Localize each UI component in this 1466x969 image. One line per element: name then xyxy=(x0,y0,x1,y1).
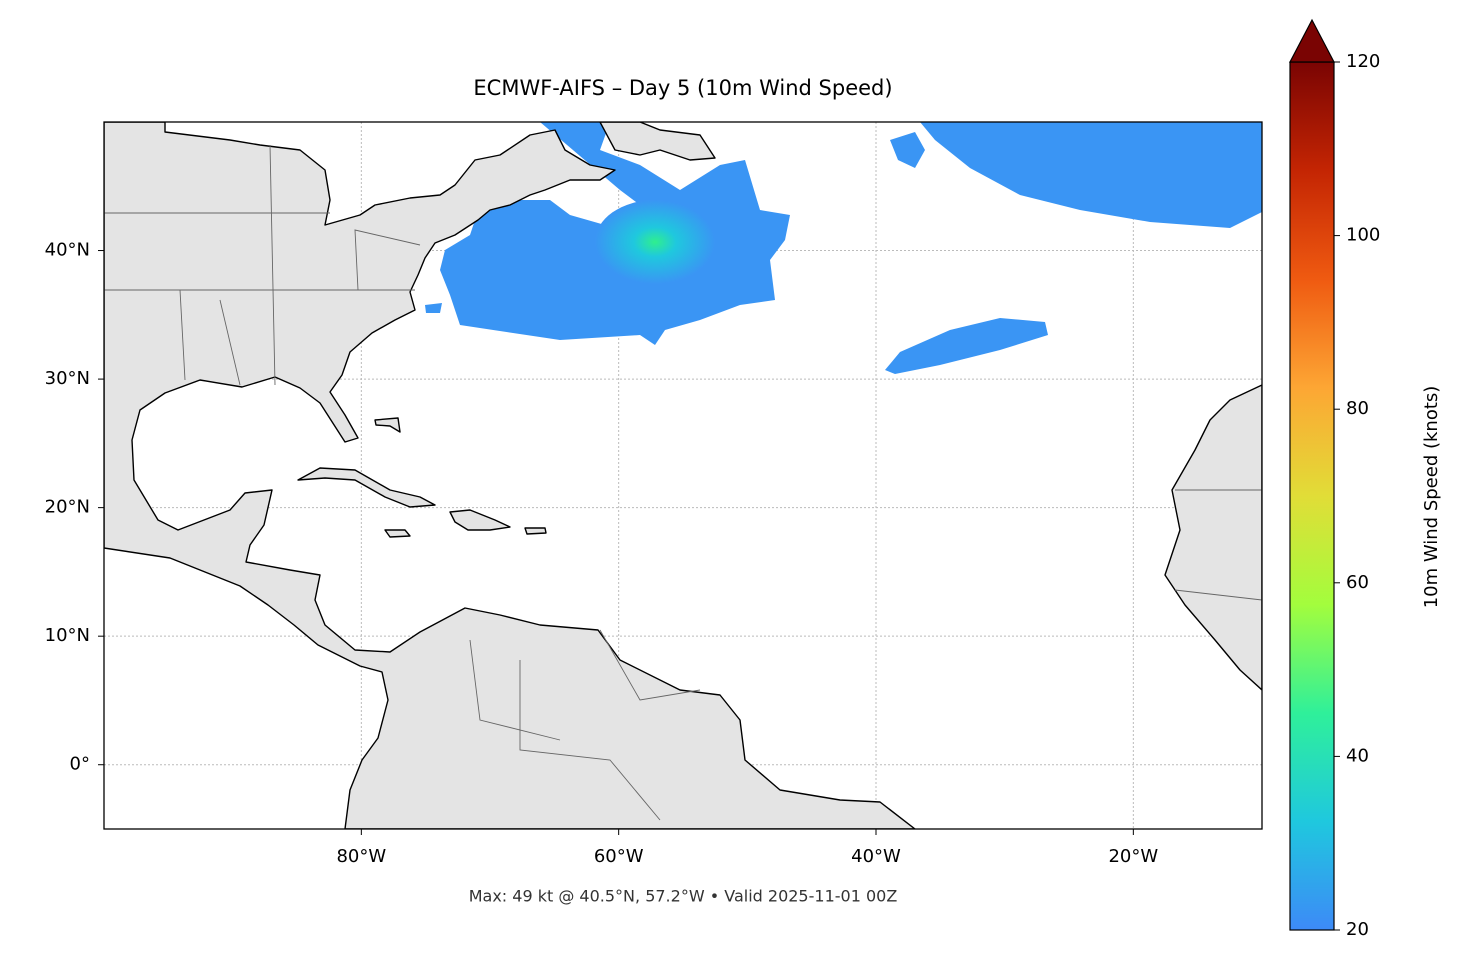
wind-max xyxy=(595,200,715,284)
colorbar-tick-label: 120 xyxy=(1346,51,1380,72)
land xyxy=(374,417,401,433)
land xyxy=(1164,384,1262,691)
x-tick-label: 60°W xyxy=(594,846,644,867)
colorbar xyxy=(1289,61,1335,931)
colorbar-tick-label: 80 xyxy=(1346,398,1369,419)
land xyxy=(524,527,547,535)
land xyxy=(599,122,716,161)
y-tick-label: 40°N xyxy=(45,240,90,261)
y-tick-label: 10°N xyxy=(45,625,90,646)
y-tick-label: 0° xyxy=(70,754,90,775)
wind-area xyxy=(890,132,925,168)
land xyxy=(449,509,511,531)
colorbar-extend xyxy=(1289,18,1335,63)
border xyxy=(104,144,1262,821)
x-tick-label: 40°W xyxy=(851,846,901,867)
map xyxy=(104,122,1262,829)
map-frame xyxy=(103,121,1263,830)
land xyxy=(297,467,436,508)
y-tick-label: 20°N xyxy=(45,497,90,518)
wind-area xyxy=(425,303,442,313)
land xyxy=(104,122,916,829)
x-tick-label: 80°W xyxy=(336,846,386,867)
footnote: Max: 49 kt @ 40.5°N, 57.2°W • Valid 2025… xyxy=(469,887,898,906)
colorbar-tick-label: 40 xyxy=(1346,745,1369,766)
colorbar-tick-label: 60 xyxy=(1346,572,1369,593)
wind-area xyxy=(885,318,1048,374)
wind-area xyxy=(920,122,1262,228)
x-tick-label: 20°W xyxy=(1108,846,1158,867)
colorbar-tick-label: 100 xyxy=(1346,225,1380,246)
y-tick-label: 30°N xyxy=(45,368,90,389)
land xyxy=(384,529,411,538)
chart-title: ECMWF-AIFS – Day 5 (10m Wind Speed) xyxy=(473,76,892,100)
colorbar-label: 10m Wind Speed (knots) xyxy=(1421,386,1442,609)
colorbar-tick-label: 20 xyxy=(1346,919,1369,940)
